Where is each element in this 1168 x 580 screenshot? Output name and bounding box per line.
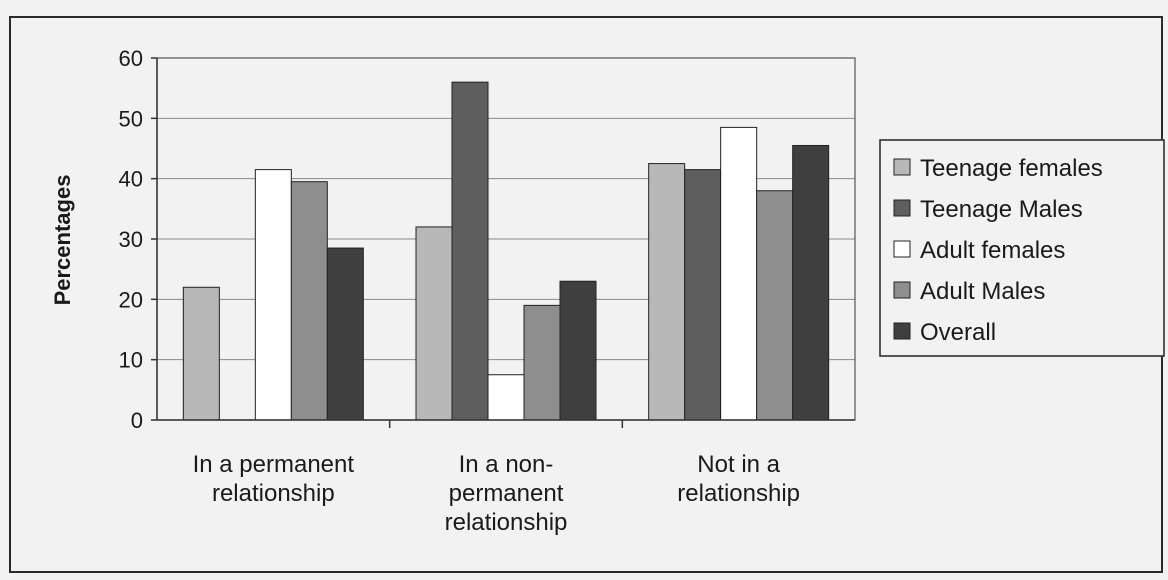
axes <box>151 57 856 428</box>
bars <box>182 81 830 421</box>
bar <box>559 280 597 421</box>
x-category-label-line: relationship <box>677 480 800 507</box>
legend-label: Adult females <box>920 237 1065 264</box>
legend-label: Adult Males <box>920 278 1045 305</box>
y-tick-label: 0 <box>131 408 143 433</box>
y-tick-labels: 0 10 20 30 40 50 60 <box>119 46 143 433</box>
legend-swatch <box>893 322 911 340</box>
legend-swatch <box>893 240 911 258</box>
bar <box>487 374 525 421</box>
legend-swatch <box>893 281 911 299</box>
x-category-label-line: In a permanent <box>193 451 355 478</box>
bar <box>254 169 292 421</box>
legend-label: Teenage females <box>920 155 1103 182</box>
legend-swatch <box>893 199 911 217</box>
x-category-label-line: relationship <box>445 509 568 536</box>
x-category-label-line: permanent <box>449 480 564 507</box>
bar <box>720 126 758 421</box>
y-tick-label: 60 <box>119 46 143 71</box>
bar <box>182 286 220 421</box>
x-category-label-line: relationship <box>212 480 335 507</box>
x-category-label: Not in a relationship <box>677 451 800 507</box>
bar <box>684 169 722 421</box>
bar <box>451 81 489 421</box>
y-tick-label: 20 <box>119 287 143 312</box>
bar <box>792 144 830 421</box>
y-tick-label: 50 <box>119 106 143 131</box>
x-category-label: In a permanent relationship <box>193 451 355 507</box>
x-category-label-line: In a non- <box>459 451 554 478</box>
legend-box <box>879 139 1165 357</box>
y-tick-label: 30 <box>119 227 143 252</box>
x-category-label: In a non-permanent relationship <box>445 451 568 536</box>
bar <box>415 226 453 421</box>
legend: Teenage females Teenage Males Adult female… <box>879 139 1165 357</box>
bar <box>290 181 328 421</box>
legend-label: Teenage Males <box>920 196 1083 223</box>
y-tick-label: 10 <box>119 348 143 373</box>
legend-label: Overall <box>920 319 996 346</box>
bar <box>523 304 561 421</box>
y-tick-label: 40 <box>119 167 143 192</box>
y-axis-label: Percentages <box>50 175 75 306</box>
x-category-label-line: Not in a <box>697 451 780 478</box>
legend-swatch <box>893 158 911 176</box>
bar <box>648 163 686 421</box>
bar <box>756 190 794 421</box>
bar <box>326 247 364 421</box>
